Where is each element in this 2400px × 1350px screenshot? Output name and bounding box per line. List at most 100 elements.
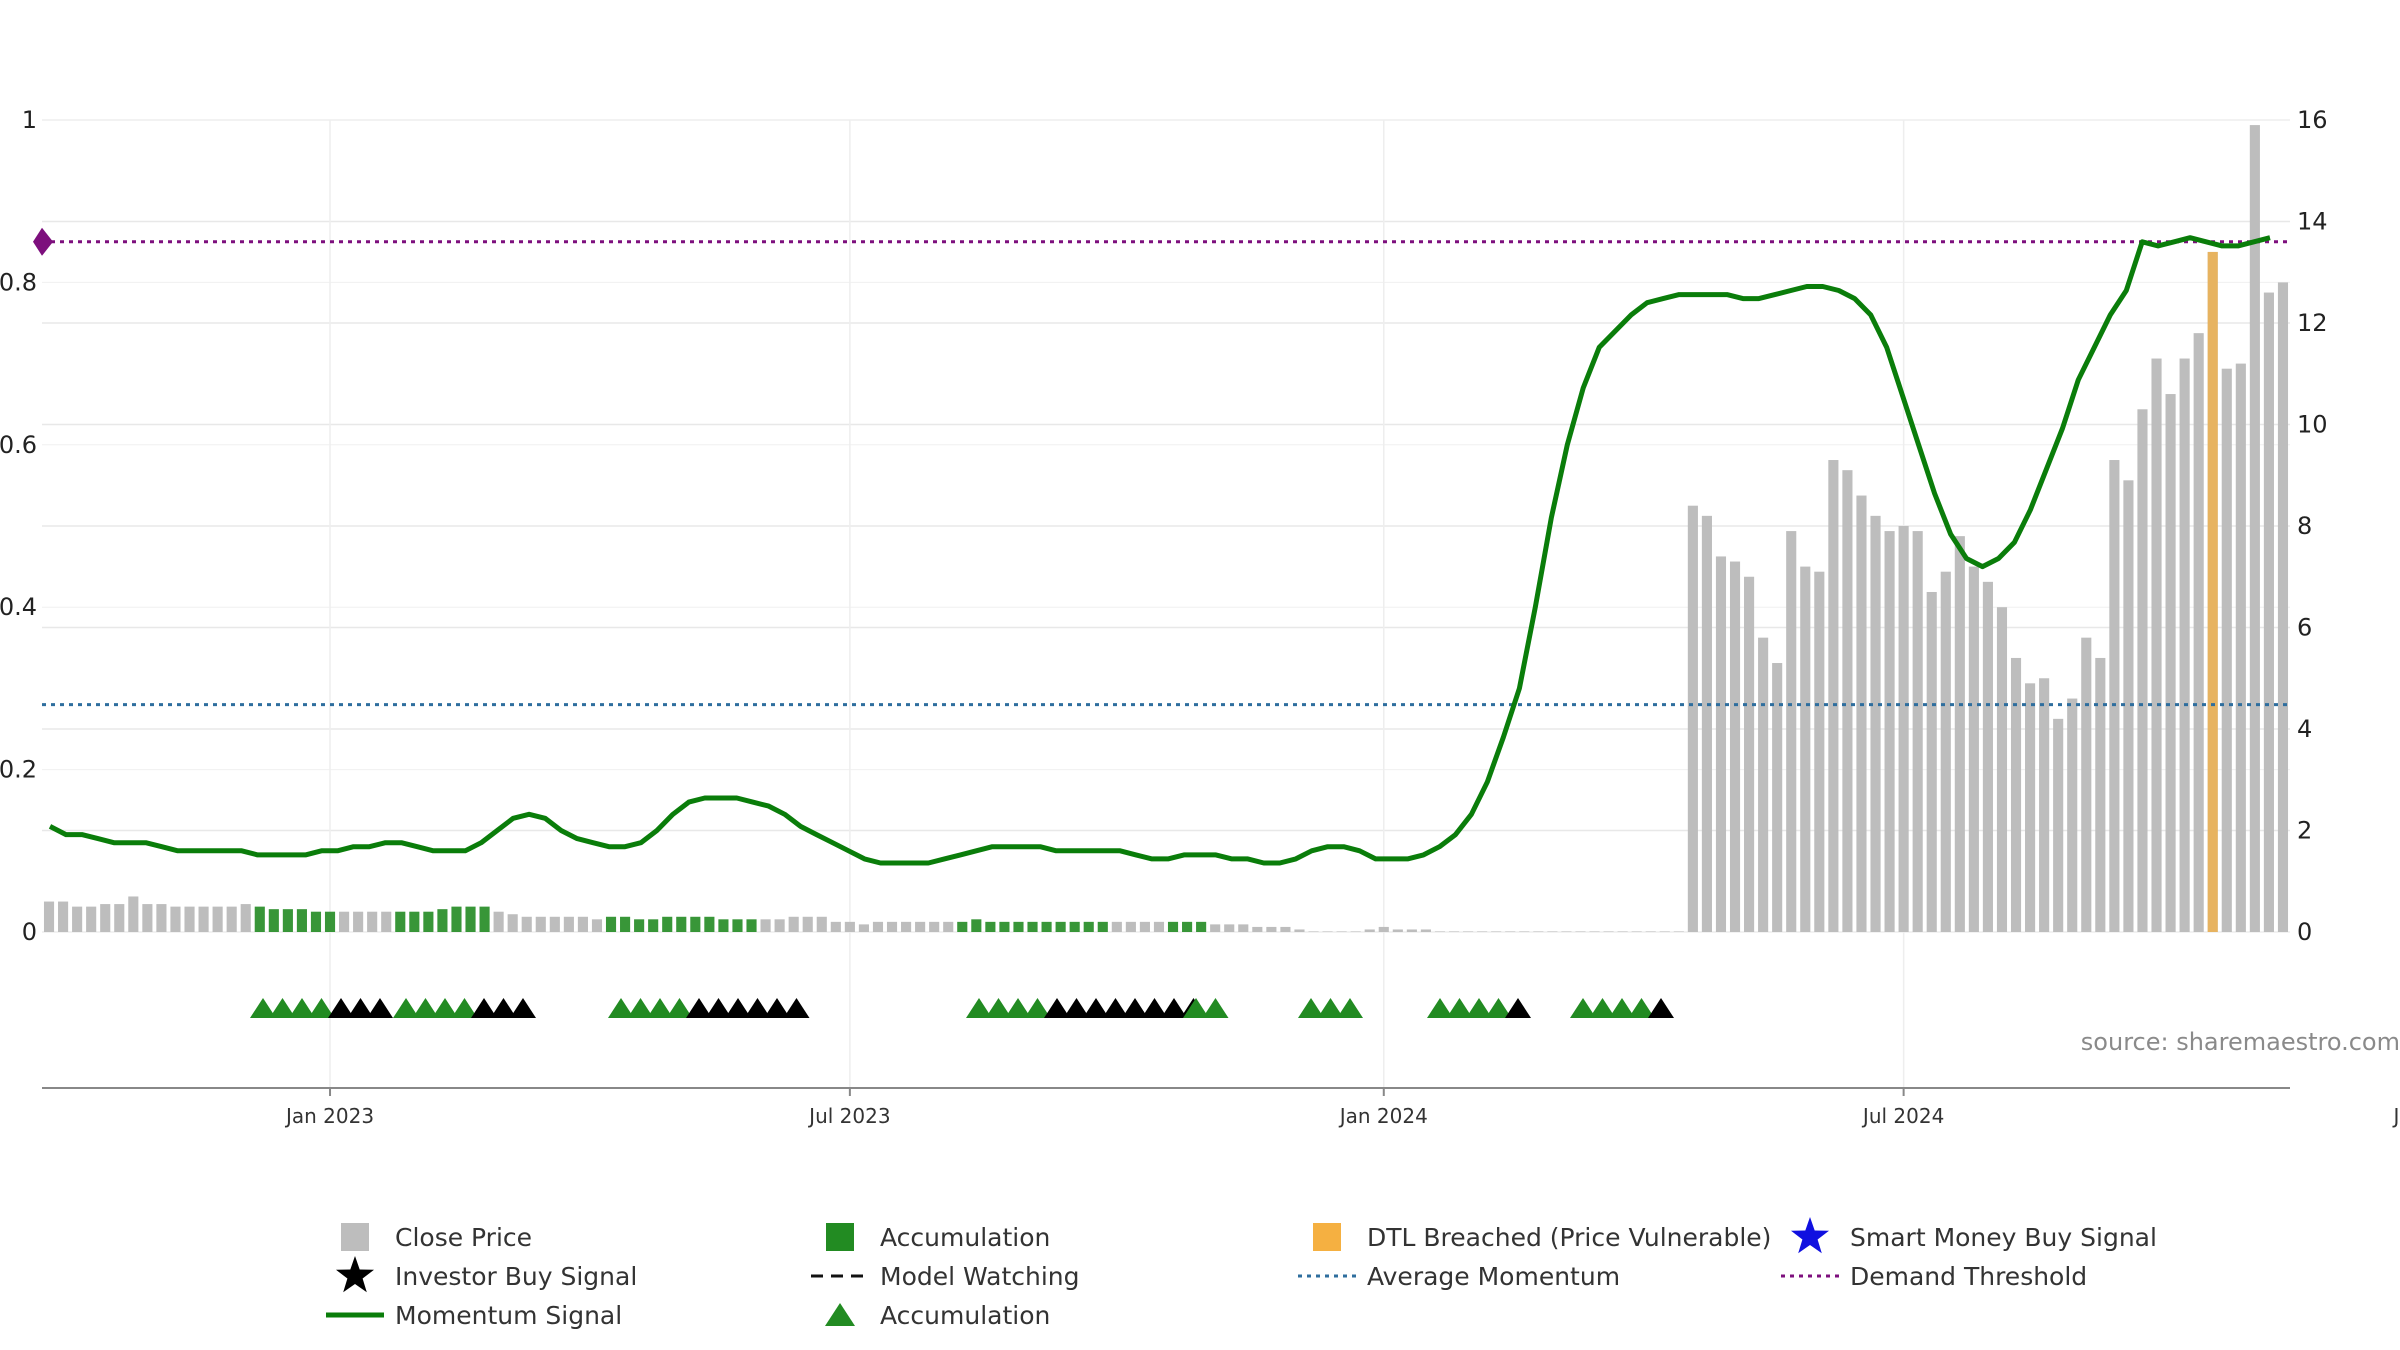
close-price-bar xyxy=(2277,282,2289,932)
legend-label: Average Momentum xyxy=(1367,1262,1620,1291)
investor-buy-triangle xyxy=(744,998,771,1018)
accumulation-bar xyxy=(310,911,322,932)
investor-buy-triangle xyxy=(510,998,536,1018)
investor-buy-triangle xyxy=(1083,998,1109,1018)
legend-label: Accumulation xyxy=(880,1301,1050,1330)
reference-lines xyxy=(33,227,2290,707)
close-price-bar xyxy=(1884,531,1895,932)
close-price-bar xyxy=(1842,470,1853,932)
close-price-bar xyxy=(507,914,518,932)
right-tick-label: 10 xyxy=(2297,411,2328,439)
close-price-bar xyxy=(1477,931,1488,932)
x-tick-label: Jan 2023 xyxy=(284,1104,374,1128)
demand-threshold-marker xyxy=(33,227,53,256)
accumulation-triangle xyxy=(966,998,992,1018)
right-tick-label: 6 xyxy=(2297,614,2312,642)
source-label: source: sharemaestro.com xyxy=(2081,1028,2400,1056)
close-price-bars xyxy=(43,125,2289,933)
accumulation-bar xyxy=(409,911,420,932)
legend-label: Accumulation xyxy=(880,1223,1050,1252)
accumulation-bar xyxy=(732,919,743,932)
accumulation-triangle xyxy=(627,998,654,1018)
accumulation-triangle xyxy=(1446,998,1473,1018)
close-price-bar xyxy=(198,906,209,932)
close-price-bar xyxy=(1266,926,1277,932)
accumulation-triangle xyxy=(1005,998,1031,1018)
close-price-bar xyxy=(1814,571,1825,932)
close-price-bar xyxy=(1645,931,1656,932)
accumulation-triangle xyxy=(1427,998,1453,1018)
legend-swatch xyxy=(1313,1223,1341,1251)
close-price-bar xyxy=(802,916,813,932)
right-tick-label: 0 xyxy=(2297,918,2312,946)
accumulation-bar xyxy=(395,911,406,932)
close-price-bar xyxy=(1940,571,1951,932)
close-price-bar xyxy=(943,921,954,932)
close-price-bar xyxy=(72,906,83,932)
legend-swatch xyxy=(341,1223,369,1251)
accumulation-triangle xyxy=(1609,998,1635,1018)
close-price-bar xyxy=(901,921,912,932)
signal-markers xyxy=(250,998,1674,1018)
close-price-bar xyxy=(184,906,195,932)
close-price-bar xyxy=(1392,929,1403,932)
accumulation-bar xyxy=(254,906,265,932)
investor-buy-triangle xyxy=(1102,998,1129,1018)
accumulation-bar xyxy=(971,919,982,932)
accumulation-bar xyxy=(324,911,336,932)
investor-buy-triangle xyxy=(1063,998,1090,1018)
accumulation-triangle xyxy=(1485,998,1512,1018)
right-tick-label: 16 xyxy=(2297,106,2328,134)
accumulation-triangle xyxy=(412,998,439,1018)
momentum-signal-line xyxy=(48,235,2271,866)
close-price-bar xyxy=(577,916,588,932)
investor-buy-triangle xyxy=(705,998,732,1018)
legend-star xyxy=(1791,1217,1829,1254)
close-price-bar xyxy=(226,906,237,932)
investor-buy-triangle xyxy=(764,998,790,1018)
accumulation-bar xyxy=(605,916,617,932)
close-price-bar xyxy=(872,921,884,932)
close-price-bar xyxy=(1954,536,1965,932)
accumulation-bar xyxy=(985,921,996,932)
close-price-bar xyxy=(142,904,153,932)
close-price-bar xyxy=(2235,363,2246,933)
investor-buy-triangle xyxy=(347,998,374,1018)
close-price-bar xyxy=(1758,637,1769,932)
accumulation-bar xyxy=(1069,921,1080,932)
close-price-bar xyxy=(774,919,785,932)
accumulation-bar xyxy=(1083,921,1094,932)
close-price-bar xyxy=(549,916,560,932)
accumulation-triangle xyxy=(1337,998,1363,1018)
accumulation-bar xyxy=(718,919,729,932)
legend-label: Model Watching xyxy=(880,1262,1080,1291)
legend: Close Price Accumulation DTL Breached (Pri… xyxy=(326,1217,2157,1330)
close-price-bar xyxy=(929,921,940,932)
legend-label: Momentum Signal xyxy=(395,1301,622,1330)
close-price-bar xyxy=(1125,921,1136,932)
close-price-bar xyxy=(1153,921,1165,932)
close-price-bar xyxy=(1224,924,1235,932)
close-price-bar xyxy=(2179,358,2190,932)
close-price-bar xyxy=(1322,931,1333,932)
accumulation-triangle xyxy=(1570,998,1596,1018)
investor-buy-triangle xyxy=(1161,998,1187,1018)
close-price-bar xyxy=(1631,931,1642,932)
investor-buy-triangle xyxy=(1648,998,1674,1018)
investor-buy-triangle xyxy=(1044,998,1070,1018)
axes: Jan 2023 Jul 2023 Jan 2024 Jul 2024 Jan 2025… xyxy=(0,106,2400,1128)
accumulation-bar xyxy=(634,919,645,932)
accumulation-bar xyxy=(648,919,659,932)
close-price-bar xyxy=(2095,657,2106,932)
x-tick-label: Jul 2024 xyxy=(1861,1104,1944,1128)
right-tick-label: 2 xyxy=(2297,817,2312,845)
close-price-bar xyxy=(591,919,603,932)
close-price-bar xyxy=(844,921,855,932)
accumulation-bar xyxy=(1027,921,1038,932)
close-price-bar xyxy=(1434,931,1446,932)
momentum-layer xyxy=(48,235,2271,866)
close-price-bar xyxy=(2249,125,2260,932)
left-tick-label: 1 xyxy=(22,106,37,134)
investor-buy-triangle xyxy=(783,998,810,1018)
